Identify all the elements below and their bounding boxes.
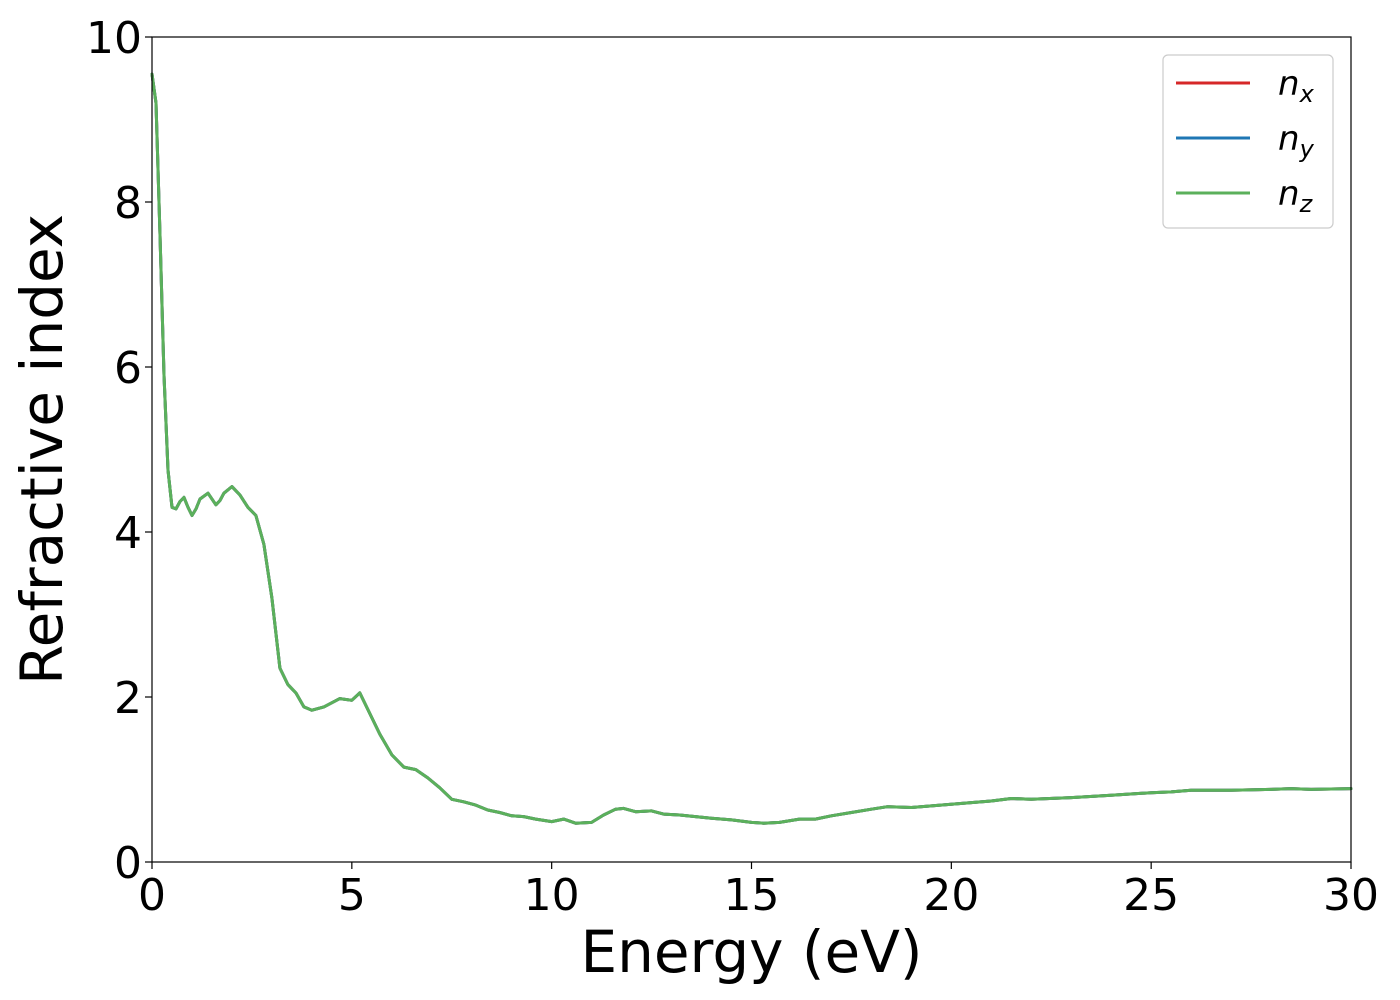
legend-label: nx xyxy=(1278,64,1315,108)
y-tick-label: 2 xyxy=(114,673,142,724)
y-tick-label: 8 xyxy=(114,178,142,229)
x-tick-label: 0 xyxy=(138,870,166,921)
legend-box xyxy=(1162,54,1334,229)
x-tick-label: 15 xyxy=(724,870,780,921)
x-tick-label: 10 xyxy=(524,870,580,921)
y-axis-title: Refractive index xyxy=(8,214,76,685)
x-tick-label: 25 xyxy=(1123,870,1179,921)
y-tick-label: 6 xyxy=(114,343,142,394)
y-tick-label: 10 xyxy=(86,13,142,64)
legend-label: nz xyxy=(1278,174,1314,218)
x-tick-label: 20 xyxy=(923,870,979,921)
x-tick-label: 5 xyxy=(338,870,366,921)
x-axis-title: Energy (eV) xyxy=(580,918,922,986)
series-line-n-z xyxy=(150,72,1353,825)
x-tick-label: 30 xyxy=(1323,870,1379,921)
y-tick-label: 0 xyxy=(114,838,142,889)
legend: nx ny nz xyxy=(1162,54,1334,229)
axis-ticks: 0 5 10 15 20 25 30 0 2 4 6 8 10 xyxy=(86,13,1379,921)
y-tick-label: 4 xyxy=(114,508,142,559)
legend-label: ny xyxy=(1278,119,1315,163)
series-layer xyxy=(150,72,1353,825)
